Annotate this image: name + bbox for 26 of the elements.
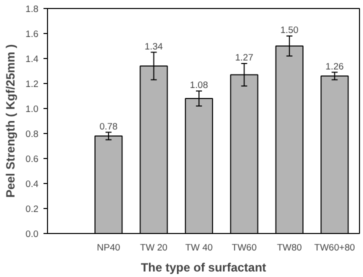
y-tick-label: 0.2 (26, 204, 38, 214)
bar (320, 76, 349, 234)
y-tick-label: 1.4 (26, 54, 38, 64)
data-label: 1.27 (235, 52, 254, 62)
data-label: 1.08 (190, 80, 208, 90)
x-tick-label: TW60+80 (314, 242, 355, 252)
data-label: 1.34 (144, 41, 163, 52)
y-tick-label: 0.4 (26, 179, 38, 189)
y-tick-label: 0.0 (26, 229, 38, 239)
data-label: 0.78 (99, 121, 118, 132)
y-tick-label: 0.8 (26, 129, 38, 139)
y-tick-label: 1.6 (26, 29, 38, 39)
x-tick-label: TW 40 (185, 242, 213, 252)
y-tick-label: 0.6 (26, 154, 38, 164)
x-axis-title: The type of surfactant (140, 260, 266, 274)
y-tick-label: 1.0 (26, 104, 38, 114)
y-tick-label: 1.2 (26, 79, 38, 89)
data-label: 1.26 (326, 61, 344, 72)
x-tick-label: TW80 (276, 242, 302, 252)
x-tick-label: NP40 (96, 242, 120, 252)
bar (94, 136, 123, 234)
data-label: 1.50 (280, 25, 298, 35)
x-tick-label: TW60 (232, 242, 257, 252)
y-tick-label: 1.8 (26, 4, 38, 14)
x-tick-label: TW 20 (140, 242, 168, 252)
y-axis-title: Peel Strength ( Kgf/25mm ) (4, 44, 18, 198)
